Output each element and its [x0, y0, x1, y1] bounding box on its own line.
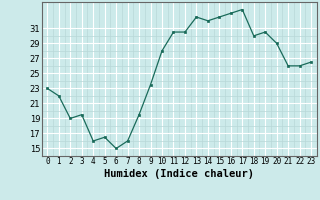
X-axis label: Humidex (Indice chaleur): Humidex (Indice chaleur)	[104, 169, 254, 179]
